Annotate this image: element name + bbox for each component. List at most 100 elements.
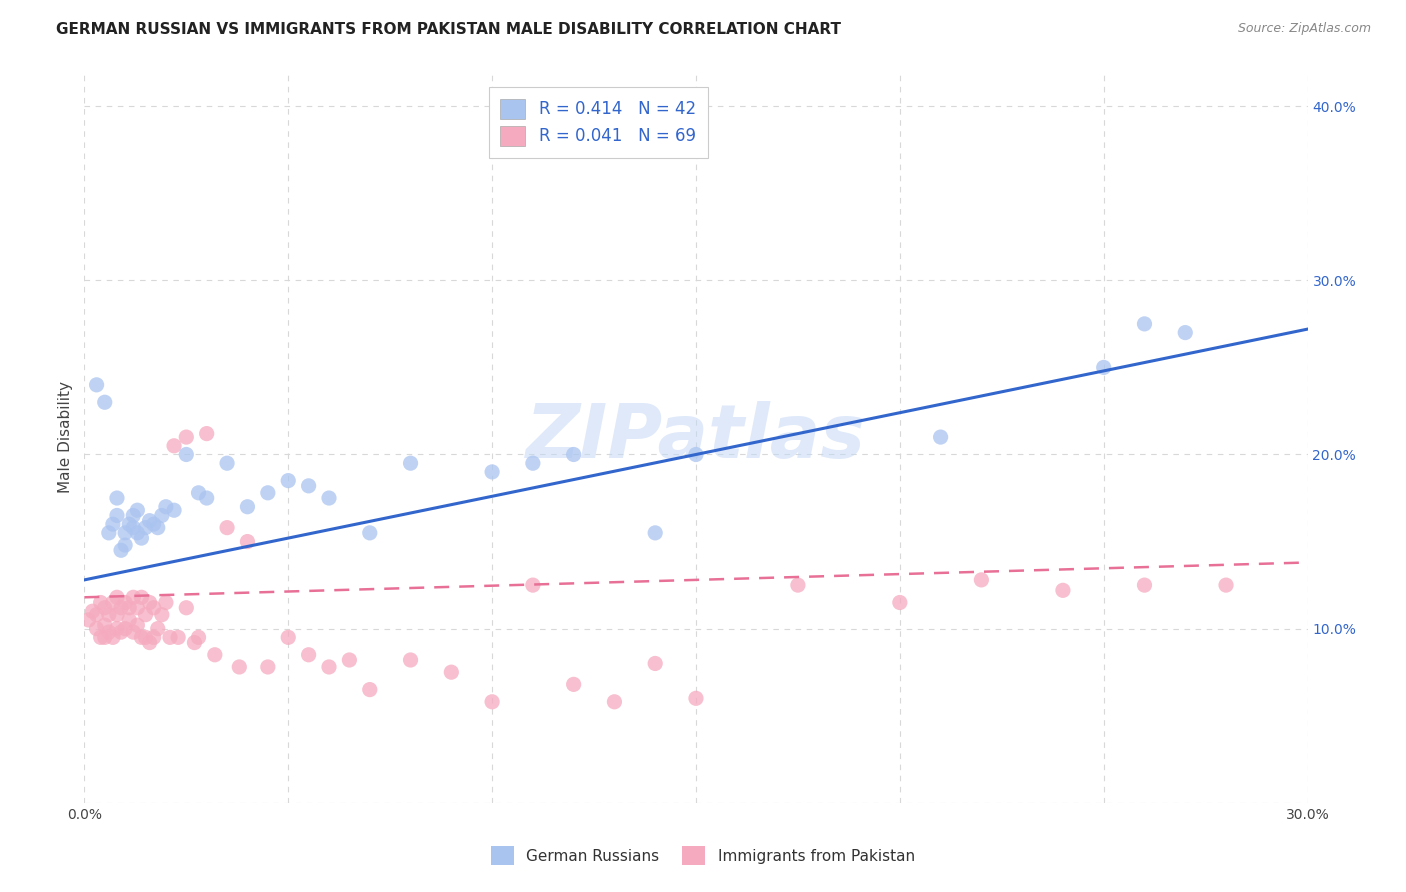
Point bbox=[603, 695, 626, 709]
Point bbox=[889, 595, 911, 609]
Point bbox=[685, 691, 707, 706]
Point bbox=[93, 631, 115, 645]
Point bbox=[131, 531, 153, 545]
Point bbox=[481, 465, 503, 479]
Point bbox=[142, 631, 165, 645]
Point bbox=[146, 622, 169, 636]
Point bbox=[236, 534, 259, 549]
Point bbox=[257, 660, 280, 674]
Point bbox=[105, 607, 128, 622]
Point bbox=[1092, 360, 1115, 375]
Point bbox=[277, 474, 299, 488]
Point bbox=[298, 479, 321, 493]
Point bbox=[142, 517, 165, 532]
Point bbox=[135, 631, 157, 645]
Point bbox=[86, 607, 108, 622]
Point bbox=[127, 525, 149, 540]
Point bbox=[685, 448, 707, 462]
Point bbox=[135, 521, 157, 535]
Point bbox=[277, 631, 299, 645]
Point bbox=[644, 657, 666, 671]
Point bbox=[105, 508, 128, 523]
Point bbox=[167, 631, 190, 645]
Point bbox=[131, 631, 153, 645]
Point bbox=[105, 591, 128, 605]
Point bbox=[101, 595, 124, 609]
Point bbox=[97, 625, 120, 640]
Point bbox=[174, 430, 197, 444]
Point bbox=[110, 543, 132, 558]
Point bbox=[318, 660, 340, 674]
Point bbox=[118, 613, 141, 627]
Point bbox=[110, 625, 132, 640]
Point bbox=[522, 456, 544, 470]
Point bbox=[159, 631, 181, 645]
Point bbox=[93, 618, 115, 632]
Point bbox=[970, 573, 993, 587]
Point bbox=[318, 491, 340, 505]
Point bbox=[97, 525, 120, 540]
Point bbox=[522, 578, 544, 592]
Point bbox=[217, 521, 239, 535]
Point bbox=[440, 665, 463, 680]
Point bbox=[787, 578, 810, 592]
Point bbox=[1052, 583, 1074, 598]
Point bbox=[114, 525, 136, 540]
Point bbox=[257, 485, 280, 500]
Point bbox=[101, 517, 124, 532]
Point bbox=[110, 600, 132, 615]
Point bbox=[399, 653, 422, 667]
Point bbox=[187, 485, 209, 500]
Point bbox=[187, 631, 209, 645]
Point bbox=[82, 604, 104, 618]
Point bbox=[118, 600, 141, 615]
Point bbox=[339, 653, 361, 667]
Point bbox=[298, 648, 321, 662]
Point bbox=[101, 631, 124, 645]
Point bbox=[86, 377, 108, 392]
Point bbox=[127, 503, 149, 517]
Text: GERMAN RUSSIAN VS IMMIGRANTS FROM PAKISTAN MALE DISABILITY CORRELATION CHART: GERMAN RUSSIAN VS IMMIGRANTS FROM PAKIST… bbox=[56, 22, 841, 37]
Point bbox=[163, 439, 186, 453]
Text: ZIPatlas: ZIPatlas bbox=[526, 401, 866, 474]
Point bbox=[1133, 578, 1156, 592]
Point bbox=[105, 491, 128, 505]
Point bbox=[195, 426, 218, 441]
Point bbox=[97, 607, 120, 622]
Point bbox=[127, 618, 149, 632]
Point bbox=[86, 622, 108, 636]
Point bbox=[93, 395, 115, 409]
Point bbox=[135, 607, 157, 622]
Text: Source: ZipAtlas.com: Source: ZipAtlas.com bbox=[1237, 22, 1371, 36]
Point bbox=[93, 600, 115, 615]
Point bbox=[138, 635, 160, 649]
Point bbox=[929, 430, 952, 444]
Point bbox=[195, 491, 218, 505]
Point bbox=[1133, 317, 1156, 331]
Point bbox=[1174, 326, 1197, 340]
Point bbox=[359, 525, 381, 540]
Point bbox=[228, 660, 250, 674]
Point bbox=[359, 682, 381, 697]
Point bbox=[1215, 578, 1237, 592]
Point bbox=[644, 525, 666, 540]
Point bbox=[174, 448, 197, 462]
Point bbox=[183, 635, 205, 649]
Point bbox=[562, 448, 585, 462]
Point bbox=[174, 600, 197, 615]
Point bbox=[127, 600, 149, 615]
Point bbox=[114, 595, 136, 609]
Point bbox=[90, 631, 112, 645]
Point bbox=[399, 456, 422, 470]
Point bbox=[142, 600, 165, 615]
Point bbox=[118, 517, 141, 532]
Point bbox=[114, 538, 136, 552]
Point bbox=[150, 508, 173, 523]
Point bbox=[122, 625, 145, 640]
Point bbox=[114, 622, 136, 636]
Point bbox=[138, 595, 160, 609]
Legend: R = 0.414   N = 42, R = 0.041   N = 69: R = 0.414 N = 42, R = 0.041 N = 69 bbox=[489, 87, 707, 158]
Point bbox=[217, 456, 239, 470]
Point bbox=[163, 503, 186, 517]
Point bbox=[146, 521, 169, 535]
